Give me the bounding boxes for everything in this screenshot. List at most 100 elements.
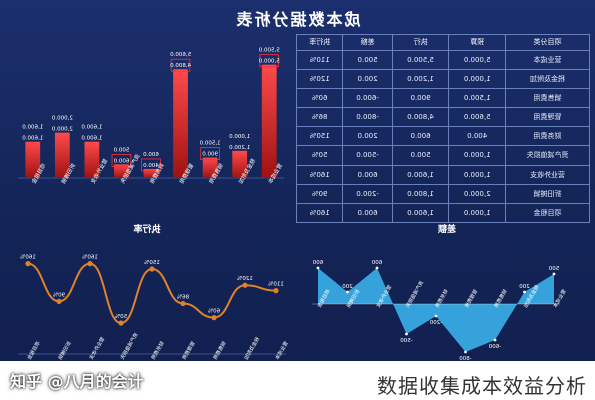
area-series bbox=[318, 268, 554, 352]
table-cell: 营业外收支 bbox=[505, 165, 590, 185]
dashboard-panel: 成本数据分析表 5,000.0 5,500.0 营业成本 1,200.0 1,000.0… bbox=[0, 0, 595, 361]
table-cell: 200.0 bbox=[342, 126, 393, 146]
table-cell: -200.0 bbox=[342, 184, 393, 204]
bar-data-label: 1,600.0 bbox=[81, 136, 102, 142]
table-cell: 120% bbox=[296, 69, 343, 89]
table-cell: 500.0 bbox=[342, 50, 393, 70]
table-cell: 1,000.0 bbox=[448, 203, 506, 223]
line-point bbox=[273, 288, 279, 294]
line-point bbox=[56, 298, 62, 304]
line-data-label: 160% bbox=[20, 255, 36, 261]
line-point bbox=[87, 261, 93, 267]
table-cell: 400.0 bbox=[448, 126, 506, 146]
bar-secondary-label: 600.0 bbox=[143, 152, 159, 158]
area-point bbox=[523, 290, 526, 294]
line-data-label: 160% bbox=[82, 255, 98, 261]
table-cell: -800.0 bbox=[342, 107, 393, 127]
area-point bbox=[493, 338, 497, 342]
table-cell: 资产减值损失 bbox=[505, 145, 590, 166]
page-title: 成本数据分析表 bbox=[234, 10, 361, 29]
table-cell: 1,000.0 bbox=[448, 145, 506, 166]
line-category-label: 资产减值损失 bbox=[119, 332, 140, 361]
line-data-label: 150% bbox=[144, 260, 160, 266]
table-header-cell: 预算 bbox=[448, 34, 506, 51]
line-category-label: 营业成本 bbox=[274, 340, 290, 361]
table-cell: 5,600.0 bbox=[448, 107, 506, 127]
bar-secondary-label: 1,600.0 bbox=[22, 125, 43, 131]
table-cell: 600.0 bbox=[342, 165, 393, 185]
table-header-row: 项目分类 预算 执行 差额 执行率 bbox=[296, 34, 590, 51]
area-data-label: -800 bbox=[459, 356, 472, 361]
bar-secondary-label: 5,600.0 bbox=[170, 52, 191, 58]
bar-data-label: 4,800.0 bbox=[170, 63, 191, 69]
line-category-label: 财务费用 bbox=[150, 340, 166, 361]
table-cell: 营业成本 bbox=[505, 50, 590, 70]
bar-data-label: 1,600.0 bbox=[22, 136, 43, 142]
bar-highlight-box bbox=[141, 158, 161, 172]
table-cell: 管理费用 bbox=[505, 107, 590, 127]
line-category-label: 管理费用 bbox=[181, 340, 197, 361]
area-point bbox=[405, 332, 408, 336]
bar-highlight-box bbox=[200, 147, 220, 160]
table-row: 税金及附加 1,000.0 1,200.0 200.0 120% bbox=[296, 69, 590, 89]
bar-secondary-label: 1,500.0 bbox=[199, 141, 220, 147]
bar bbox=[84, 141, 100, 178]
line-data-label: 120% bbox=[237, 276, 253, 282]
area-point bbox=[464, 350, 467, 354]
line-data-label: 60% bbox=[208, 309, 220, 315]
bar-data-label: 1,200.0 bbox=[229, 145, 250, 151]
table-row: 资产减值损失 1,000.0 500.0 -500.0 50% bbox=[296, 145, 590, 166]
bar-secondary-label: 2,000.0 bbox=[51, 116, 72, 122]
bar bbox=[261, 64, 277, 178]
caption-text: 数据收集成本效益分析 bbox=[377, 374, 587, 398]
table-cell: 5,500.0 bbox=[392, 50, 449, 70]
area-point bbox=[552, 272, 556, 276]
table-header-cell: 执行率 bbox=[296, 34, 343, 51]
table-cell: -600.0 bbox=[342, 88, 393, 108]
table-cell: 1,600.0 bbox=[392, 165, 449, 185]
area-data-label: -600 bbox=[488, 344, 501, 350]
table-cell: 2,000.0 bbox=[448, 184, 506, 204]
bar-data-label: 400.0 bbox=[143, 163, 159, 169]
area-point bbox=[375, 266, 379, 270]
bar-secondary-label: 500.0 bbox=[113, 147, 129, 153]
table-cell: 1,200.0 bbox=[392, 69, 449, 89]
line-point bbox=[118, 320, 124, 326]
bar-secondary-label: 5,500.0 bbox=[258, 48, 279, 54]
table-cell: 4,800.0 bbox=[392, 107, 449, 127]
line-point bbox=[25, 261, 31, 267]
table-cell: 600.0 bbox=[342, 203, 393, 223]
area-point bbox=[346, 290, 349, 294]
table-cell: 500.0 bbox=[392, 145, 449, 166]
line-chart-title: 执行率 bbox=[133, 223, 160, 235]
line-category-label: 折旧摊销 bbox=[57, 340, 73, 361]
area-category-label: 营业成本 bbox=[552, 288, 568, 309]
bar-data-label: 2,000.0 bbox=[51, 127, 72, 133]
table-cell: 1,000.0 bbox=[448, 165, 506, 185]
table-row: 财务费用 400.0 600.0 200.0 150% bbox=[296, 126, 590, 146]
bar-chart: 5,000.05,500.0营业成本1,200.01,000.0税金及附加900… bbox=[18, 48, 284, 185]
line-category-label: 营业外收支 bbox=[88, 336, 107, 361]
bar-highlight-box bbox=[170, 58, 191, 72]
line-data-label: 90% bbox=[53, 292, 65, 298]
table-row: 折旧摊销 2,000.0 1,800.0 -200.0 90% bbox=[296, 184, 590, 204]
area-data-label: 200 bbox=[342, 284, 353, 290]
area-data-label: 200 bbox=[519, 284, 530, 290]
table-cell: 销售费用 bbox=[505, 88, 590, 108]
line-point bbox=[180, 300, 186, 307]
line-data-label: 110% bbox=[268, 282, 284, 288]
table-cell: 86% bbox=[296, 107, 343, 127]
line-chart: 执行率 110% 营业成本 120% 税金及附加 60% 销售费用 86% 管理费用 150% 财务… bbox=[18, 223, 290, 361]
caption-strip bbox=[0, 361, 595, 400]
table-cell: 600.0 bbox=[392, 126, 449, 146]
bar-highlight-box bbox=[259, 54, 280, 68]
bar-data-label: 900.0 bbox=[202, 152, 218, 158]
table-cell: 财务费用 bbox=[505, 126, 590, 146]
table-body: 营业成本 5,000.0 5,500.0 500.0 110% 税金及附加 1,000.0 1… bbox=[296, 50, 590, 223]
line-data-label: 86% bbox=[177, 295, 189, 301]
table-cell: 900.0 bbox=[392, 88, 449, 108]
bar-data-label: 5,000.0 bbox=[258, 59, 279, 65]
bar bbox=[54, 132, 70, 178]
bar bbox=[232, 150, 248, 178]
